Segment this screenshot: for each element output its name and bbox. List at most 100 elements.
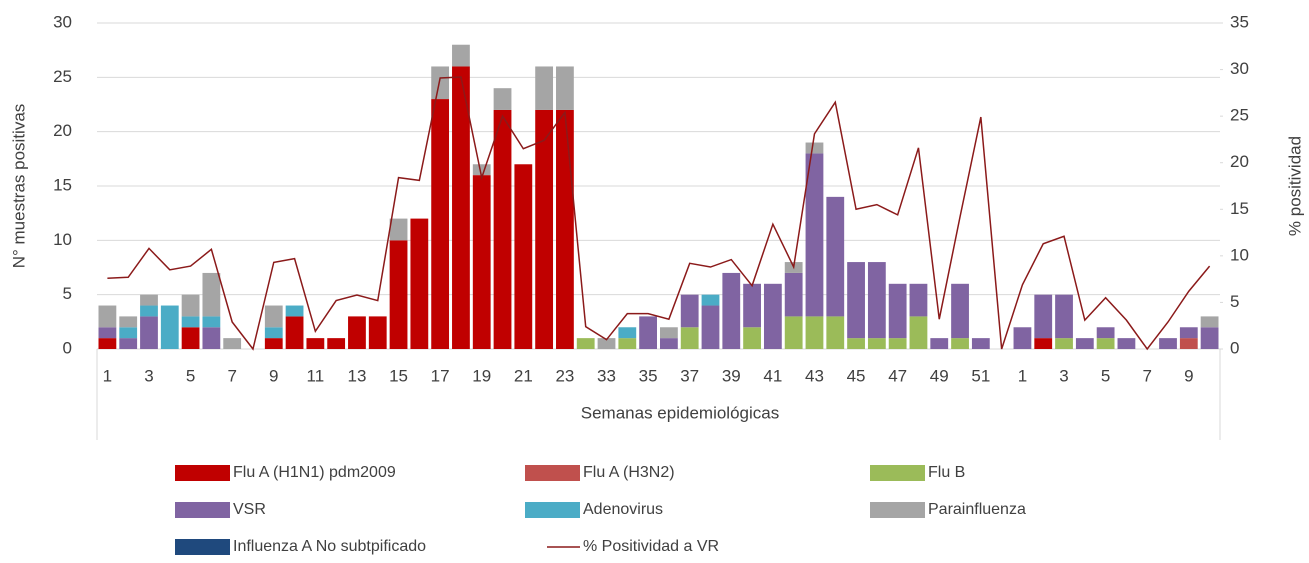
bar-segment: [1096, 338, 1115, 349]
bar-segment: [576, 338, 595, 349]
x-tick-label: 19: [472, 366, 491, 385]
y2-tick-label: 30: [1230, 59, 1249, 78]
x-tick-label: 5: [1101, 366, 1110, 385]
bar-segment: [1200, 316, 1219, 328]
legend-label: Parainfluenza: [928, 501, 1026, 518]
x-tick-label: 15: [389, 366, 408, 385]
bar-segment: [556, 109, 574, 349]
legend-label: Flu A (H1N1) pdm2009: [233, 464, 396, 481]
bar-segment: [951, 283, 969, 339]
legend-label: Adenovirus: [583, 501, 663, 518]
legend-swatch: [175, 502, 230, 518]
bar-segment: [368, 316, 387, 349]
bar-segment: [264, 327, 283, 339]
bar-segment: [951, 338, 969, 349]
legend-label: Flu A (H3N2): [583, 464, 675, 481]
bar-segment: [888, 338, 907, 349]
x-tick-label: 7: [227, 366, 236, 385]
bar-segment: [701, 305, 720, 349]
bar-segment: [140, 294, 158, 306]
bar-segment: [1159, 338, 1177, 349]
bar-segment: [98, 327, 117, 339]
y2-tick-label: 25: [1230, 106, 1249, 125]
x-tick-label: 3: [1059, 366, 1068, 385]
bar-segment: [701, 294, 720, 306]
bar-segment: [618, 327, 637, 339]
bar-segment: [826, 316, 845, 349]
bar-segment: [264, 305, 283, 328]
bar-segment: [285, 305, 304, 317]
y-axis-title: N° muestras positivas: [9, 104, 28, 269]
bar-segment: [888, 283, 907, 339]
bar-segment: [680, 294, 699, 328]
bar-segment: [805, 316, 824, 349]
bar-segment: [306, 338, 325, 349]
legend-label: Influenza A No subtpificado: [233, 538, 426, 555]
bar-segment: [867, 338, 886, 349]
bar-segment: [327, 338, 346, 349]
bar-segment: [743, 283, 761, 328]
legend-swatch: [870, 465, 925, 481]
x-tick-label: 21: [514, 366, 533, 385]
bar-segment: [784, 316, 803, 349]
x-tick-label: 1: [1018, 366, 1027, 385]
bar-segment: [514, 164, 533, 349]
bar-segment: [680, 327, 699, 349]
x-tick-label: 7: [1142, 366, 1151, 385]
bar-segment: [98, 305, 117, 328]
bar-segment: [722, 272, 741, 349]
x-tick-label: 51: [971, 366, 990, 385]
x-tick-label: 45: [847, 366, 866, 385]
bar-segment: [597, 338, 616, 349]
bar-segment: [971, 338, 990, 349]
bar-segment: [202, 327, 221, 349]
bar-segment: [493, 109, 512, 349]
y2-tick-label: 15: [1230, 199, 1249, 218]
bar-segment: [1034, 338, 1053, 349]
bar-segment: [805, 142, 824, 154]
x-axis-title: Semanas epidemiológicas: [581, 403, 779, 422]
bar-segment: [847, 338, 865, 349]
bar-segment: [909, 316, 928, 349]
bar-segment: [1013, 327, 1032, 349]
y2-tick-label: 0: [1230, 338, 1239, 357]
bar-segment: [1055, 294, 1073, 339]
bar-segment: [140, 316, 158, 349]
y-tick-label: 15: [53, 175, 72, 194]
bar-segment: [1075, 338, 1094, 349]
legend-label: Flu B: [928, 464, 965, 481]
bar-segment: [743, 327, 761, 349]
x-tick-label: 11: [307, 366, 325, 385]
x-tick-label: 3: [144, 366, 153, 385]
x-tick-label: 35: [639, 366, 658, 385]
x-tick-label: 33: [597, 366, 616, 385]
y2-tick-label: 20: [1230, 152, 1249, 171]
y2-tick-label: 35: [1230, 12, 1249, 31]
bar-segment: [452, 66, 470, 349]
bar-segment: [909, 283, 928, 317]
bar-segment: [264, 338, 283, 349]
bar-segment: [472, 175, 491, 349]
bar-segment: [181, 316, 200, 328]
bar-segment: [223, 338, 242, 349]
bar-segment: [1179, 327, 1198, 339]
bar-segment: [930, 338, 949, 349]
bar-segment: [202, 316, 221, 328]
y-tick-label: 25: [53, 67, 72, 86]
legend-swatch: [175, 465, 230, 481]
x-tick-label: 49: [930, 366, 949, 385]
legend-swatch: [870, 502, 925, 518]
legend-swatch: [175, 539, 230, 555]
y2-tick-label: 5: [1230, 292, 1239, 311]
y2-axis-title: % positividad: [1285, 136, 1304, 236]
y2-tick-label: 10: [1230, 245, 1249, 264]
x-tick-label: 41: [763, 366, 782, 385]
x-tick-label: 23: [555, 366, 574, 385]
x-tick-label: 1: [103, 366, 112, 385]
bar-segment: [285, 316, 304, 349]
bar-segment: [472, 164, 491, 176]
bar-segment: [140, 305, 158, 317]
legend-swatch: [525, 502, 580, 518]
